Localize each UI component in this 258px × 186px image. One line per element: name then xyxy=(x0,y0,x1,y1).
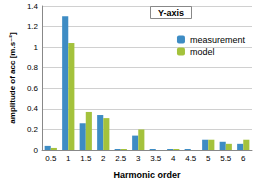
svg-text:1: 1 xyxy=(34,43,39,52)
svg-text:0.6: 0.6 xyxy=(27,84,39,93)
svg-text:measurement: measurement xyxy=(190,35,246,45)
svg-text:2: 2 xyxy=(101,154,106,163)
svg-text:0.5: 0.5 xyxy=(45,154,57,163)
svg-text:amplitude of acc [m.s⁻²]: amplitude of acc [m.s⁻²] xyxy=(8,32,17,124)
svg-text:3: 3 xyxy=(136,154,141,163)
svg-text:0: 0 xyxy=(34,146,39,155)
svg-text:6: 6 xyxy=(241,154,246,163)
svg-text:Y-axis: Y-axis xyxy=(158,8,184,18)
svg-text:0.2: 0.2 xyxy=(27,125,39,134)
svg-text:1.4: 1.4 xyxy=(27,2,39,11)
svg-text:model: model xyxy=(190,47,215,57)
svg-text:4: 4 xyxy=(171,154,176,163)
svg-text:0.8: 0.8 xyxy=(27,63,39,72)
svg-text:0.4: 0.4 xyxy=(27,104,39,113)
svg-text:5: 5 xyxy=(206,154,211,163)
svg-text:1: 1 xyxy=(66,154,71,163)
svg-text:5.5: 5.5 xyxy=(220,154,232,163)
svg-text:4.5: 4.5 xyxy=(185,154,197,163)
svg-text:3.5: 3.5 xyxy=(150,154,162,163)
svg-text:1.5: 1.5 xyxy=(80,154,92,163)
svg-text:1.2: 1.2 xyxy=(27,22,39,31)
svg-text:Harmonic order: Harmonic order xyxy=(113,170,181,180)
svg-text:2.5: 2.5 xyxy=(115,154,127,163)
